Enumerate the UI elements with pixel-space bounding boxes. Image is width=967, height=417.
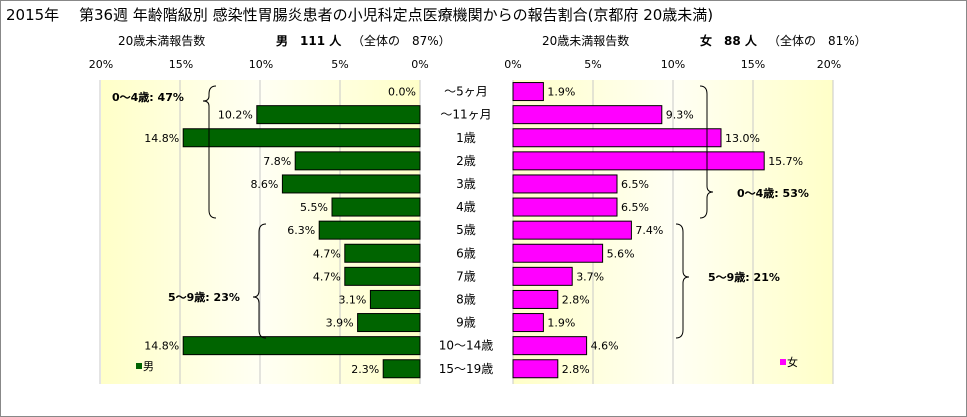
male-annotation-5-9: 5～9歳: 23% [168, 290, 240, 304]
female-value-label: 4.6% [591, 340, 619, 353]
male-bar [369, 289, 421, 309]
female-brace-5-9 [675, 223, 690, 339]
male-annotation-0-4: 0～4歳: 47% [112, 90, 184, 104]
male-legend-label: 男 [143, 360, 154, 373]
male-tick-label: 20% [89, 58, 113, 71]
female-value-label: 13.0% [725, 132, 760, 145]
male-subtitle-count-label: 20歳未満報告数 [118, 33, 205, 48]
female-bar [512, 197, 618, 217]
male-bar [357, 313, 421, 333]
male-bar [344, 266, 421, 286]
category-label: 6歳 [456, 246, 476, 260]
male-bar [382, 359, 421, 379]
male-bar [331, 197, 421, 217]
category-label: 15～19歳 [439, 362, 494, 376]
female-value-label: 1.9% [547, 317, 575, 330]
female-bar [512, 128, 722, 148]
male-subtitle-pct: （全体の 87%） [352, 33, 451, 48]
female-legend-swatch [780, 359, 786, 365]
female-value-label: 15.7% [768, 155, 803, 168]
male-brace-5-9 [252, 223, 267, 339]
male-bar [256, 105, 421, 125]
male-value-label: 10.2% [218, 109, 253, 122]
male-brace-0-4 [202, 85, 217, 219]
male-value-label: 3.1% [338, 293, 366, 306]
male-x-ticks: 20% 15% 10% 5% 0% [89, 58, 429, 71]
category-label: ～5ヶ月 [444, 85, 488, 99]
male-tick-label: 0% [411, 58, 428, 71]
female-subtitle-count-label: 20歳未満報告数 [542, 33, 629, 48]
female-brace-0-4 [699, 85, 714, 219]
female-bar [512, 151, 765, 171]
male-tick-label: 5% [331, 58, 348, 71]
male-value-label: 14.8% [144, 132, 179, 145]
female-bar [512, 289, 559, 309]
female-bar [512, 359, 559, 379]
female-subtitle-count: 女 88 人 [700, 33, 758, 48]
male-value-label: 7.8% [263, 155, 291, 168]
female-value-label: 3.7% [576, 270, 604, 283]
female-bar [512, 336, 588, 356]
category-label: 2歳 [456, 154, 476, 168]
female-x-ticks: 0% 5% 10% 15% 20% [504, 58, 841, 71]
male-tick-label: 10% [249, 58, 273, 71]
female-value-label: 6.5% [621, 178, 649, 191]
female-tick-label: 15% [741, 58, 765, 71]
male-bar [281, 174, 421, 194]
male-bar [344, 243, 421, 263]
female-bar [512, 313, 544, 333]
male-value-label: 5.5% [300, 201, 328, 214]
female-bar [512, 220, 632, 240]
female-value-label: 5.6% [607, 247, 635, 260]
female-value-label: 6.5% [621, 201, 649, 214]
male-value-label: 8.6% [250, 178, 278, 191]
category-label: 9歳 [456, 316, 476, 330]
male-value-label: 14.8% [144, 340, 179, 353]
female-bars: 1.9% 9.3% 13.0% 15.7% 6.5% 6.5% 7.4%5.6%3.7% 2.… [512, 82, 803, 379]
male-bar [294, 151, 421, 171]
female-value-label: 7.4% [635, 224, 663, 237]
male-value-label: 6.3% [287, 224, 315, 237]
chart-title: 2015年 第36週 年齢階級別 感染性胃腸炎患者の小児科定点医療機関からの報告… [6, 6, 713, 24]
female-value-label: 2.8% [562, 363, 590, 376]
category-label: 1歳 [456, 131, 476, 145]
male-value-label: 0.0% [388, 86, 416, 99]
category-label: ～11ヶ月 [440, 108, 491, 122]
female-tick-label: 20% [817, 58, 841, 71]
male-bar [318, 220, 421, 240]
female-bar [512, 243, 604, 263]
female-value-label: 2.8% [562, 293, 590, 306]
female-value-label: 1.9% [547, 86, 575, 99]
category-label: 8歳 [456, 292, 476, 306]
male-bar [182, 128, 421, 148]
female-value-label: 9.3% [666, 109, 694, 122]
female-annotation-5-9: 5～9歳: 21% [708, 270, 780, 284]
female-bar [512, 105, 663, 125]
category-label: 4歳 [456, 200, 476, 214]
male-value-label: 4.7% [313, 247, 341, 260]
female-legend-label: 女 [787, 355, 798, 369]
male-legend-swatch [136, 363, 142, 369]
category-labels: ～5ヶ月 ～11ヶ月 1歳 2歳 3歳 4歳 5歳 6歳 7歳 8歳 9歳 10～14歳 15～19歳 [439, 85, 494, 376]
category-label: 5歳 [456, 223, 476, 237]
female-annotation-0-4: 0～4歳: 53% [737, 186, 809, 200]
male-bars: 0.0% 10.2% 14.8% 7.8% 8.6% 5.5% 6.3% 4.7% 4.7% 3.… [144, 86, 421, 379]
female-bar [512, 266, 573, 286]
female-subtitle-pct: （全体の 81%） [768, 33, 867, 48]
male-value-label: 3.9% [326, 317, 354, 330]
female-bar [512, 174, 618, 194]
male-value-label: 2.3% [351, 363, 379, 376]
female-tick-label: 0% [504, 58, 521, 71]
category-label: 3歳 [456, 177, 476, 191]
female-tick-label: 5% [584, 58, 601, 71]
male-tick-label: 15% [169, 58, 193, 71]
female-tick-label: 10% [661, 58, 685, 71]
male-bar [182, 336, 421, 356]
male-value-label: 4.7% [313, 270, 341, 283]
female-bar [512, 82, 544, 102]
category-label: 10～14歳 [439, 339, 494, 353]
male-subtitle-count: 男 111 人 [276, 33, 342, 48]
category-label: 7歳 [456, 269, 476, 283]
